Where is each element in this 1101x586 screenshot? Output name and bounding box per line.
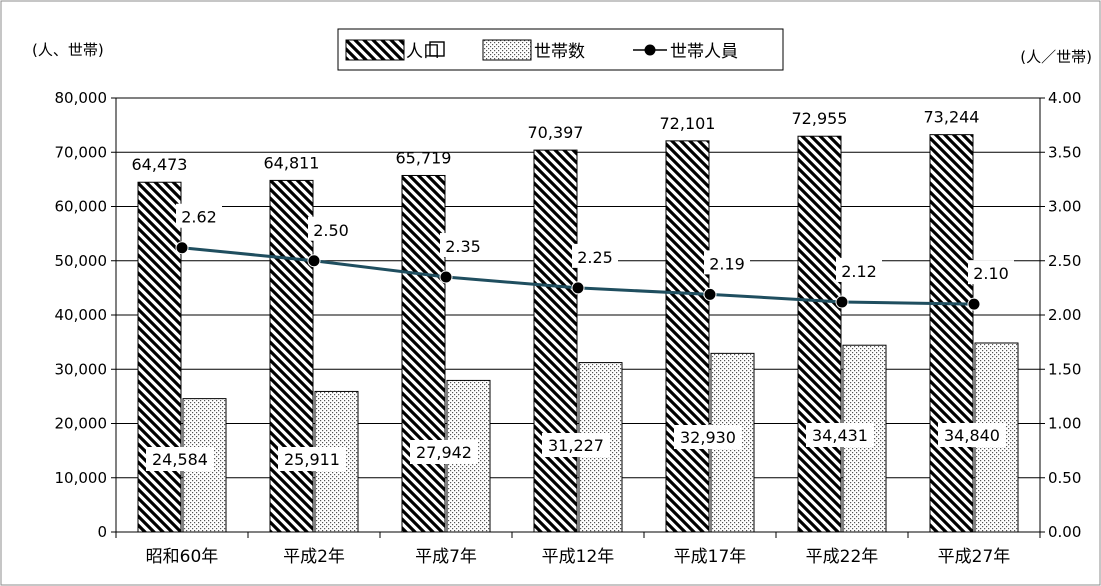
households-data-label: 31,227 (548, 436, 604, 455)
left-tick-label: 20,000 (55, 415, 108, 433)
right-axis-title: (人／世帯) (1020, 48, 1092, 66)
left-tick-label: 80,000 (55, 89, 108, 107)
population-bar (797, 135, 842, 533)
legend-population-swatch (345, 39, 405, 61)
households-data-label: 27,942 (416, 443, 472, 462)
category-label: 平成7年 (415, 547, 477, 567)
households-data-label: 34,431 (812, 426, 868, 445)
line-label-bg (968, 260, 1014, 285)
persons-per-household-label: 2.25 (577, 248, 613, 267)
population-bar (533, 149, 578, 533)
households-label-bg (806, 423, 874, 447)
persons-per-household-point (439, 270, 453, 284)
persons-per-household-label: 2.10 (973, 264, 1009, 283)
persons-per-household-point (967, 297, 981, 311)
population-bar (269, 179, 314, 533)
category-label: 昭和60年 (146, 547, 219, 567)
persons-per-household-point (307, 254, 321, 268)
legend-square-icon (429, 41, 445, 57)
legend-population-label: 人口 (406, 42, 440, 62)
left-axis-title: (人、世帯) (32, 41, 104, 59)
line-label-bg (572, 243, 618, 268)
persons-per-household-point (571, 281, 585, 295)
right-tick-label: 0.00 (1048, 523, 1081, 541)
category-label: 平成17年 (674, 547, 747, 567)
population-data-label: 65,719 (396, 148, 452, 167)
households-data-label: 34,840 (944, 426, 1000, 445)
households-data-label: 25,911 (284, 450, 340, 469)
left-tick-label: 50,000 (55, 252, 108, 270)
persons-per-household-label: 2.19 (709, 254, 745, 273)
line-label-bg (308, 216, 354, 241)
category-label: 平成27年 (938, 547, 1011, 567)
legend-persons-label: 世帯人員 (670, 42, 738, 62)
left-tick-label: 30,000 (55, 360, 108, 378)
persons-per-household-label: 2.12 (841, 262, 877, 281)
right-tick-label: 0.50 (1048, 469, 1081, 487)
households-data-label: 32,930 (680, 428, 736, 447)
persons-per-household-point (703, 287, 717, 301)
legend-households-swatch (482, 39, 532, 61)
left-tick-label: 70,000 (55, 143, 108, 161)
line-label-bg (440, 233, 486, 258)
population-bar (401, 174, 446, 533)
right-tick-label: 1.00 (1048, 415, 1081, 433)
households-label-bg (146, 447, 214, 471)
line-label-bg (836, 257, 882, 282)
persons-per-household-point (175, 241, 189, 255)
right-tick-label: 3.00 (1048, 198, 1081, 216)
persons-per-household-label: 2.62 (181, 208, 217, 227)
households-label-bg (542, 433, 610, 457)
population-data-label: 64,811 (264, 153, 320, 172)
right-tick-label: 3.50 (1048, 143, 1081, 161)
population-bar (929, 134, 974, 533)
persons-per-household-label: 2.35 (445, 237, 481, 256)
right-tick-label: 4.00 (1048, 89, 1081, 107)
right-tick-label: 2.00 (1048, 306, 1081, 324)
left-tick-label: 0 (97, 523, 107, 541)
left-tick-label: 60,000 (55, 198, 108, 216)
households-label-bg (938, 423, 1006, 447)
population-bar (665, 140, 710, 533)
legend-households-label: 世帯数 (534, 42, 585, 62)
right-tick-label: 2.50 (1048, 252, 1081, 270)
category-label: 平成12年 (542, 547, 615, 567)
population-data-label: 64,473 (132, 155, 188, 174)
persons-per-household-point (835, 295, 849, 309)
right-tick-label: 1.50 (1048, 360, 1081, 378)
category-label: 平成2年 (283, 547, 345, 567)
population-data-label: 72,101 (660, 114, 716, 133)
legend-box (337, 28, 784, 71)
population-bar (137, 181, 182, 533)
households-label-bg (410, 440, 478, 464)
households-label-bg (674, 425, 742, 449)
persons-per-household-label: 2.50 (313, 221, 349, 240)
households-label-bg (278, 447, 346, 471)
left-tick-label: 40,000 (55, 306, 108, 324)
households-data-label: 24,584 (152, 450, 208, 469)
line-label-bg (176, 203, 222, 228)
line-label-bg (704, 250, 750, 275)
population-data-label: 72,955 (792, 109, 848, 128)
category-label: 平成22年 (806, 547, 879, 567)
legend-line-marker (644, 44, 656, 56)
population-data-label: 73,244 (924, 108, 980, 127)
population-data-label: 70,397 (528, 123, 584, 142)
left-tick-label: 10,000 (55, 469, 108, 487)
